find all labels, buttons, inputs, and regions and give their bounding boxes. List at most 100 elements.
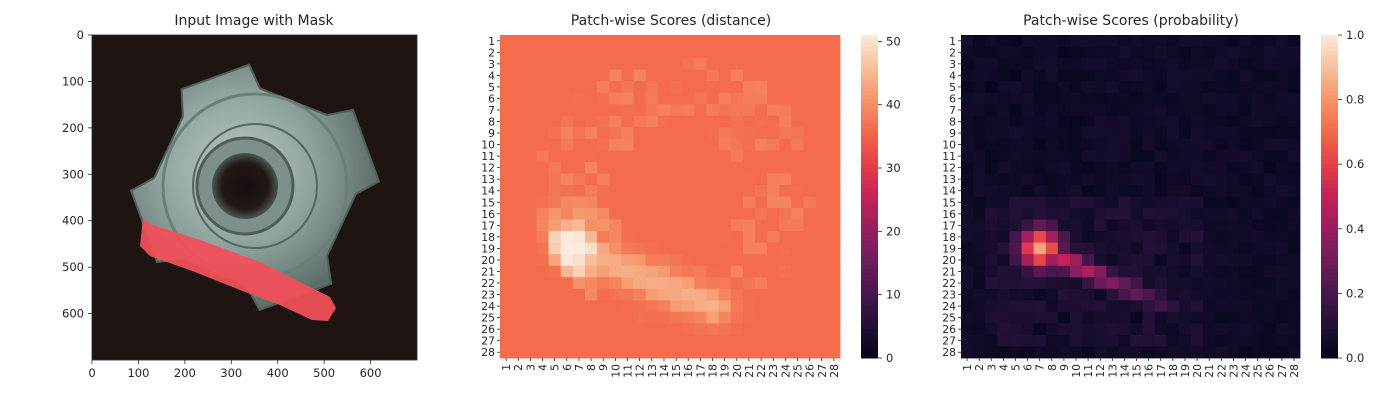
heatmap-cell — [730, 69, 744, 82]
heatmap-cell — [548, 81, 562, 94]
col-tick-label: 11 — [622, 364, 635, 378]
colorbar-segment — [861, 164, 878, 169]
heatmap-cell — [718, 265, 732, 278]
heatmap-cell — [1106, 161, 1119, 174]
heatmap-cell — [645, 288, 659, 301]
heatmap-cell — [1178, 242, 1192, 255]
heatmap-cell — [791, 92, 804, 105]
heatmap-cell — [742, 161, 756, 174]
heatmap-cell — [1009, 219, 1022, 232]
heatmap-cell — [742, 277, 756, 290]
heatmap-cell — [694, 334, 707, 347]
col-tick-label: 19 — [719, 364, 732, 378]
heatmap-cell — [767, 127, 780, 140]
heatmap-cell — [961, 254, 974, 267]
heatmap-cell — [1215, 265, 1228, 278]
heatmap-cell — [645, 196, 659, 209]
heatmap-cell — [1082, 115, 1095, 128]
heatmap-cell — [1045, 323, 1059, 336]
colorbar-segment — [1321, 220, 1338, 226]
heatmap-cell — [645, 127, 659, 140]
heatmap-cell — [1203, 196, 1216, 209]
heatmap-cell — [572, 46, 586, 59]
heatmap-cell — [609, 300, 622, 313]
heatmap-cell — [803, 35, 817, 47]
colorbar-segment — [861, 317, 878, 323]
heatmap-cell — [1094, 300, 1107, 313]
heatmap-cell — [1033, 277, 1047, 290]
colorbar-segment — [861, 63, 878, 68]
heatmap-cell — [1082, 334, 1095, 347]
heatmap-cell — [779, 161, 792, 174]
heatmap-cell — [1094, 58, 1107, 71]
row-tick-label: 27 — [481, 335, 495, 348]
heatmap-cell — [633, 58, 647, 71]
heatmap-cell — [742, 127, 756, 140]
panel-distance-heatmap: Patch-wise Scores (distance) 12345678910… — [481, 13, 900, 378]
heatmap-cell — [1045, 265, 1059, 278]
heatmap-cell — [512, 69, 525, 82]
heatmap-cell — [609, 242, 622, 255]
heatmap-cell — [1082, 219, 1095, 232]
heatmap-cell — [621, 46, 634, 59]
heatmap-cell — [1275, 231, 1289, 244]
heatmap-cell — [657, 127, 671, 140]
heatmap-cell — [1045, 81, 1059, 94]
heatmap-cell — [973, 300, 986, 313]
heatmap-cell — [755, 254, 768, 267]
heatmap-cell — [718, 288, 732, 301]
heatmap-cell — [803, 254, 817, 267]
heatmap-cell — [1275, 323, 1289, 336]
heatmap-cell — [779, 334, 792, 347]
heatmap-cell — [633, 334, 647, 347]
heatmap-cell — [718, 161, 732, 174]
heatmap-cell — [1251, 231, 1265, 244]
heatmap-cell — [1166, 346, 1180, 359]
heatmap-cell — [961, 138, 974, 151]
heatmap-cell — [1142, 242, 1156, 255]
x-tick-label: 100 — [127, 366, 149, 380]
heatmap-cell — [1263, 219, 1277, 232]
colorbar-segment — [1321, 317, 1338, 323]
heatmap-cell — [742, 184, 756, 197]
heatmap-cell — [755, 346, 768, 359]
heatmap-cell — [718, 300, 732, 313]
heatmap-cell — [1251, 288, 1265, 301]
heatmap-cell — [706, 242, 719, 255]
heatmap-cell — [1130, 92, 1144, 105]
heatmap-cell — [1009, 277, 1022, 290]
colorbar-segment — [1321, 228, 1338, 234]
heatmap-cell — [1191, 104, 1204, 117]
heatmap-cell — [645, 173, 659, 186]
heatmap-cell — [1057, 184, 1071, 197]
heatmap-cell — [1203, 35, 1216, 47]
heatmap-cell — [1082, 265, 1095, 278]
heatmap-cell — [718, 46, 732, 59]
heatmap-cell — [1045, 161, 1059, 174]
heatmap-cell — [1203, 219, 1216, 232]
heatmap-cell — [1130, 323, 1144, 336]
heatmap-cell — [961, 219, 974, 232]
heatmap-cell — [621, 242, 634, 255]
heatmap-cell — [1287, 35, 1301, 47]
heatmap-cell — [560, 127, 574, 140]
heatmap-cell — [560, 92, 574, 105]
heatmap-cell — [1069, 46, 1083, 59]
heatmap-cell — [755, 46, 768, 59]
heatmap-cell — [1045, 288, 1059, 301]
heatmap-cell — [645, 277, 659, 290]
heatmap-cell — [621, 219, 634, 232]
row-tick-label: 14 — [942, 185, 956, 198]
heatmap-cell — [1287, 265, 1301, 278]
heatmap-cell — [1069, 288, 1083, 301]
heatmap-cell — [548, 219, 562, 232]
col-tick-label: 28 — [1288, 364, 1301, 378]
heatmap-cell — [767, 173, 780, 186]
heatmap-cell — [585, 242, 598, 255]
heatmap-cell — [1287, 242, 1301, 255]
heatmap-cell — [1154, 265, 1168, 278]
heatmap-cell — [645, 346, 659, 359]
heatmap-cell — [657, 196, 671, 209]
heatmap-cell — [1191, 265, 1204, 278]
heatmap-cell — [1203, 300, 1216, 313]
